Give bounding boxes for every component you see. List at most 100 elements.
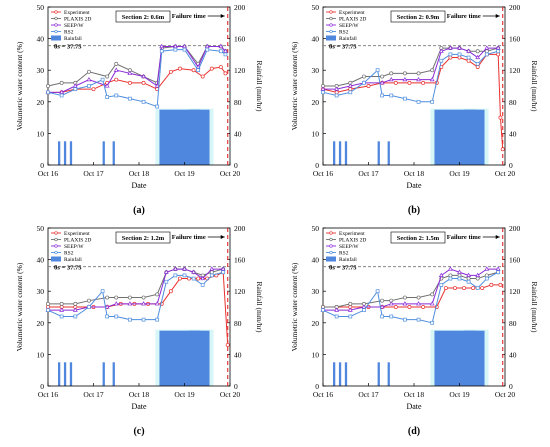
data-point — [416, 71, 421, 76]
y2-axis-title: Rainfall (mm/hr) — [255, 60, 264, 112]
y-tick-label: 50 — [312, 3, 320, 12]
series-seep-w — [45, 43, 228, 94]
data-point — [334, 314, 339, 319]
data-point — [141, 99, 146, 104]
x-axis-title: Date — [406, 402, 422, 411]
legend-swatch-rainfall — [326, 35, 336, 41]
data-point — [154, 301, 160, 306]
data-point — [127, 295, 132, 300]
data-point — [209, 66, 214, 71]
legend-label: PLAXIS 2D — [339, 238, 366, 244]
y2-tick-label: 200 — [234, 3, 246, 12]
x-tick-label: Oct 16 — [38, 169, 58, 178]
series-rs2 — [46, 47, 228, 109]
data-point — [196, 68, 200, 73]
rainfall-bar — [464, 109, 485, 165]
data-point — [416, 99, 421, 104]
series-plaxis-2d — [46, 267, 226, 306]
data-point — [471, 286, 476, 290]
panel-label: (b) — [408, 205, 420, 216]
data-point — [439, 58, 444, 63]
data-point — [218, 65, 223, 69]
series-line — [48, 268, 224, 311]
data-point — [177, 276, 182, 281]
y-tick-label: 30 — [312, 66, 320, 75]
y2-tick-label: 80 — [509, 98, 517, 107]
data-point — [438, 48, 444, 53]
data-point — [141, 80, 146, 85]
data-point — [141, 73, 146, 79]
series-seep-w — [320, 45, 501, 91]
data-point — [159, 43, 165, 49]
legend-label-rainfall: Rainfall — [64, 35, 82, 42]
series-line — [323, 47, 499, 87]
series-rs2 — [321, 49, 501, 104]
data-point — [100, 77, 105, 82]
data-point — [114, 295, 119, 300]
section-label-box: Section 2: 1.2m — [115, 231, 171, 244]
panel-label: (d) — [408, 426, 420, 437]
y2-axis-title: Rainfall (mm/hr) — [530, 281, 539, 333]
data-point — [128, 317, 132, 322]
failure-arrow-head — [495, 235, 500, 239]
y-tick-label: 0 — [40, 382, 44, 391]
series-rs2 — [46, 270, 226, 322]
y2-tick-label: 160 — [234, 256, 246, 265]
data-point — [379, 80, 385, 85]
data-point — [225, 342, 230, 347]
legend-label: RS2 — [339, 251, 349, 257]
panel-label: (c) — [133, 426, 144, 437]
data-point — [466, 272, 471, 277]
y2-tick-label: 40 — [234, 129, 242, 138]
data-point — [168, 289, 173, 294]
data-point — [91, 87, 96, 92]
y-tick-label: 20 — [37, 319, 45, 328]
data-point — [389, 314, 394, 319]
data-point — [495, 266, 501, 271]
legend-label: SEEP/W — [339, 23, 359, 29]
series-plaxis-2d — [321, 270, 501, 309]
data-point — [484, 276, 489, 281]
data-point — [191, 269, 196, 274]
legend-label: RS2 — [64, 251, 74, 257]
data-point — [104, 304, 110, 309]
data-point — [484, 49, 489, 54]
data-point — [128, 96, 132, 101]
data-point — [321, 308, 325, 313]
series-line — [323, 47, 499, 90]
data-point — [113, 67, 119, 72]
data-point — [475, 54, 481, 60]
rainfall-bar — [189, 330, 210, 386]
y-tick-label: 40 — [37, 256, 45, 265]
data-point — [347, 307, 353, 312]
rainfall-bar — [333, 362, 336, 386]
data-point — [182, 273, 187, 278]
data-point — [484, 266, 490, 271]
rainfall-bar — [338, 362, 342, 386]
data-point — [221, 270, 226, 275]
data-point — [105, 95, 110, 99]
data-point — [86, 298, 91, 303]
rainfall-bar — [338, 141, 342, 165]
data-point — [457, 273, 462, 278]
data-point — [72, 307, 78, 312]
data-point — [105, 295, 110, 300]
data-point — [416, 76, 421, 82]
section-label-box: Section 2: 1.5m — [390, 231, 446, 244]
data-point — [448, 276, 453, 281]
data-point — [334, 86, 340, 91]
data-point — [448, 52, 453, 57]
chart-panel-a: 0 10 20 30 40 50 0 40 80 120 160 200 Oct 16 Oct 17 Oct… — [0, 0, 275, 226]
data-point — [223, 48, 228, 53]
data-point — [87, 84, 91, 88]
data-point — [173, 273, 178, 278]
data-point — [462, 286, 466, 290]
y-tick-label: 30 — [37, 66, 45, 75]
data-point — [475, 276, 480, 281]
section-label: Section 2: 1.2m — [122, 235, 165, 242]
data-point — [168, 69, 173, 74]
data-point — [46, 301, 50, 306]
y2-tick-label: 200 — [509, 3, 521, 12]
data-point — [200, 283, 205, 287]
y-tick-label: 50 — [312, 224, 320, 233]
